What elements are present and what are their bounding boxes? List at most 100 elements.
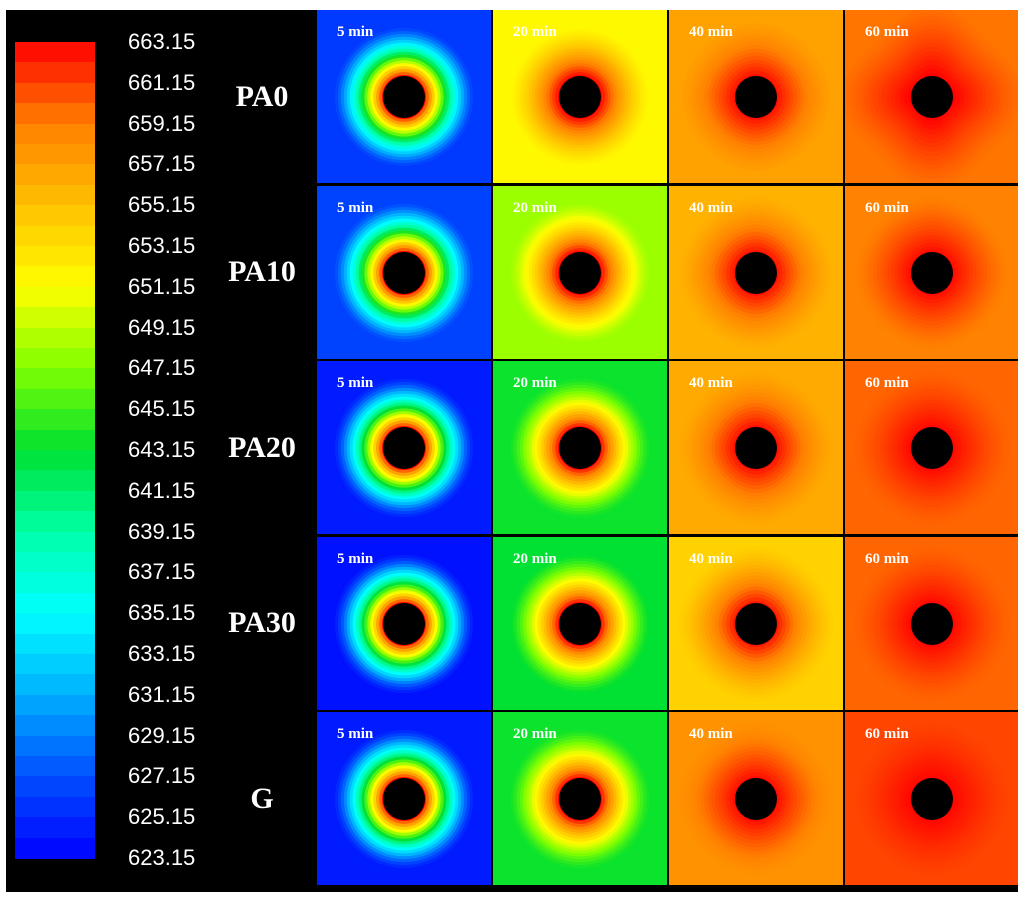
colorbar-band	[15, 694, 95, 716]
contour-map	[669, 536, 843, 710]
time-label: 40 min	[689, 24, 733, 40]
contour-map	[845, 536, 1018, 710]
time-label: 20 min	[513, 726, 557, 742]
contour-map	[669, 712, 843, 885]
colorbar-tick-label: 623.15	[128, 845, 196, 870]
time-label: 60 min	[865, 199, 909, 216]
contour-map	[317, 536, 491, 710]
contour-cell: 40 min	[669, 361, 843, 534]
row-label: PA10	[228, 255, 296, 288]
colorbar-band	[15, 184, 95, 206]
contour-map	[669, 361, 843, 534]
contour-cell: 60 min	[845, 361, 1018, 534]
colorbar-band	[15, 82, 95, 104]
colorbar-band	[15, 450, 95, 471]
center-hole	[735, 76, 777, 118]
contour-map	[493, 712, 667, 885]
row-label: PA20	[228, 430, 296, 464]
colorbar-band	[15, 409, 95, 431]
contour-map	[669, 185, 843, 359]
row-label: G	[250, 781, 274, 815]
row-label: PA0	[235, 79, 289, 113]
center-hole	[559, 427, 601, 469]
center-hole	[735, 778, 777, 820]
contour-map	[845, 361, 1018, 534]
center-hole	[735, 251, 777, 294]
colorbar-band	[15, 246, 95, 267]
colorbar-tick-label: 629.15	[128, 722, 196, 748]
contour-map	[493, 10, 667, 183]
colorbar-tick-label: 661.15	[128, 69, 196, 95]
center-hole	[559, 778, 601, 820]
colorbar-band	[15, 144, 95, 165]
colorbar-band	[15, 592, 95, 614]
contour-map	[317, 185, 491, 359]
colorbar-tick-label: 659.15	[128, 110, 196, 136]
colorbar-band	[15, 42, 95, 63]
colorbar-band	[15, 552, 95, 573]
center-hole	[911, 251, 953, 294]
contour-grid: 5 min 20 min 40 min 60 min 5 min 20 min 40 min…	[317, 10, 1018, 890]
colorbar-band	[15, 123, 95, 145]
center-hole	[735, 602, 777, 645]
colorbar-band	[15, 164, 95, 186]
contour-cell: 20 min	[493, 361, 667, 534]
time-label: 5 min	[337, 199, 374, 216]
contour-cell: 5 min	[317, 536, 491, 710]
center-hole	[911, 602, 953, 645]
contour-cell: 5 min	[317, 712, 491, 885]
colorbar-tick-label: 643.15	[128, 437, 196, 462]
colorbar-band	[15, 796, 95, 818]
contour-map	[317, 10, 491, 183]
center-hole	[383, 251, 425, 294]
colorbar-tick-label: 633.15	[128, 641, 196, 666]
contour-cell: 40 min	[669, 185, 843, 359]
colorbar-tick-label: 645.15	[128, 396, 196, 422]
time-label: 60 min	[865, 550, 909, 567]
colorbar-band	[15, 225, 95, 247]
colorbar-band	[15, 674, 95, 696]
contour-cell: 20 min	[493, 185, 667, 359]
colorbar-band	[15, 633, 95, 655]
colorbar-band	[15, 348, 95, 369]
colorbar-tick-label: 647.15	[128, 355, 196, 381]
center-hole	[559, 76, 601, 118]
colorbar-tick-label: 663.15	[128, 29, 196, 54]
colorbar-tick-label: 639.15	[128, 518, 196, 544]
contour-cell: 60 min	[845, 10, 1018, 183]
contour-map	[493, 361, 667, 534]
colorbar-band	[15, 735, 95, 757]
time-label: 20 min	[513, 550, 557, 567]
contour-cell: 60 min	[845, 712, 1018, 885]
contour-map	[845, 10, 1018, 183]
colorbar-tick-label: 635.15	[128, 600, 196, 626]
colorbar	[15, 42, 95, 859]
time-label: 5 min	[337, 550, 374, 567]
contour-map	[669, 10, 843, 183]
colorbar-tick-label: 631.15	[128, 681, 196, 707]
contour-cell: 5 min	[317, 185, 491, 359]
center-hole	[383, 76, 425, 118]
time-label: 60 min	[865, 375, 909, 391]
colorbar-band	[15, 531, 95, 553]
contour-map	[317, 361, 491, 534]
colorbar-tick-label: 649.15	[128, 314, 196, 340]
colorbar-tick-label: 627.15	[128, 763, 196, 789]
colorbar-band	[15, 388, 95, 410]
center-hole	[911, 76, 953, 118]
colorbar-band	[15, 470, 95, 492]
center-hole	[383, 427, 425, 469]
colorbar-tick-label: 625.15	[128, 804, 196, 830]
time-label: 20 min	[513, 199, 557, 216]
time-label: 40 min	[689, 199, 733, 216]
colorbar-tick-label: 641.15	[128, 477, 196, 503]
contour-cell: 5 min	[317, 361, 491, 534]
contour-cell: 60 min	[845, 185, 1018, 359]
center-hole	[911, 427, 953, 469]
time-label: 20 min	[513, 375, 557, 391]
center-hole	[383, 602, 425, 645]
time-label: 5 min	[337, 375, 374, 391]
colorbar-band	[15, 368, 95, 390]
colorbar-band	[15, 572, 95, 594]
time-label: 20 min	[513, 24, 557, 40]
